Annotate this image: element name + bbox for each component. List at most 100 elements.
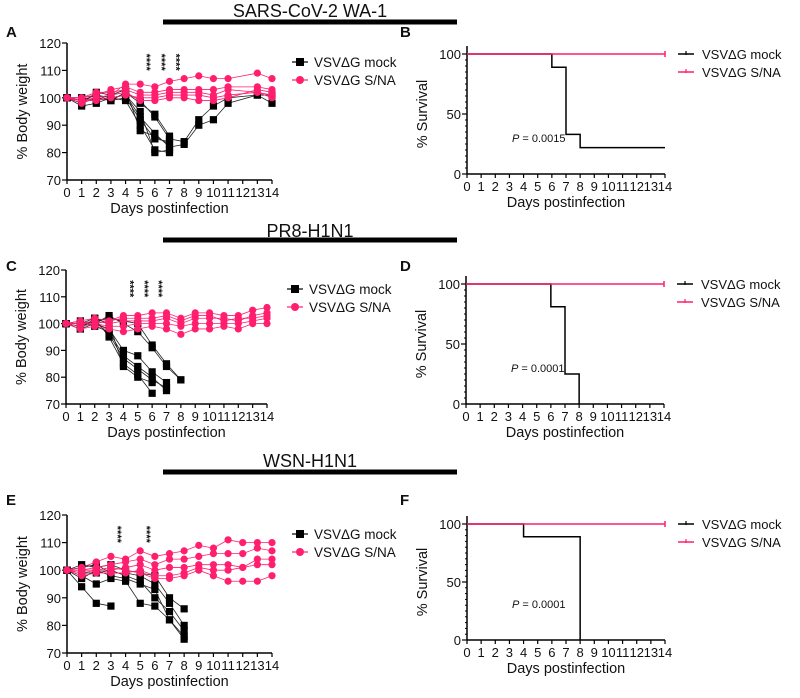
x-tick-label: 12 (629, 645, 643, 660)
x-tick-label: 0 (63, 658, 70, 673)
legend-marker-circle-icon (296, 548, 304, 556)
data-point (148, 322, 156, 330)
legend-marker-circle-icon (296, 76, 304, 84)
x-tick-label: 1 (78, 185, 85, 200)
p-value: = 0.0015 (519, 133, 565, 145)
data-point (151, 566, 159, 574)
data-point (180, 605, 188, 613)
x-tick-label: 3 (105, 409, 112, 424)
x-tick-label: 3 (506, 179, 513, 194)
data-point (165, 138, 174, 146)
data-point (63, 566, 71, 574)
data-point (180, 547, 188, 555)
x-tick-label: 14 (260, 409, 274, 424)
x-tick-label: 4 (122, 658, 129, 673)
data-point (134, 314, 142, 322)
x-tick-label: 0 (463, 645, 470, 660)
data-point (180, 94, 188, 102)
x-tick-label: 4 (519, 409, 526, 424)
series-sna (63, 536, 276, 585)
data-point (92, 599, 100, 607)
y-tick-label: 120 (39, 36, 61, 51)
data-point (195, 96, 203, 105)
data-point (268, 539, 276, 547)
data-point (151, 552, 159, 561)
y-tick-label: 100 (439, 47, 461, 62)
data-point (162, 362, 171, 371)
data-point (162, 378, 171, 387)
significance-stars: **** (170, 54, 182, 72)
legend-label: VSVΔG mock (702, 47, 782, 62)
data-point (148, 368, 156, 376)
x-tick-label: 13 (250, 658, 264, 673)
data-point (136, 555, 144, 563)
x-tick-label: 10 (601, 179, 615, 194)
legend-label: VSVΔG mock (701, 277, 781, 292)
x-tick-label: 9 (591, 179, 598, 194)
legend-marker-square-icon (291, 285, 299, 293)
data-point (177, 322, 185, 330)
x-tick-label: 2 (93, 658, 100, 673)
data-point (121, 85, 130, 94)
series-sna (63, 69, 276, 107)
data-point (180, 88, 188, 96)
data-point (92, 580, 100, 588)
data-point (136, 569, 144, 577)
data-point (78, 572, 86, 580)
legend-marker-square-icon (296, 530, 304, 538)
y-tick-label: 50 (446, 337, 460, 352)
data-point (195, 541, 203, 549)
data-point (134, 373, 142, 381)
x-tick-label: 13 (643, 409, 657, 424)
data-point (180, 563, 188, 572)
data-point (234, 320, 242, 328)
x-tick-label: 0 (62, 409, 69, 424)
x-tick-label: 1 (478, 645, 485, 660)
data-point (134, 325, 142, 333)
x-tick-label: 14 (658, 645, 672, 660)
x-tick-label: 7 (163, 409, 170, 424)
data-point (105, 325, 113, 333)
y-tick-label: 100 (439, 517, 461, 532)
data-point (180, 621, 188, 629)
data-point (151, 149, 159, 157)
data-point (136, 80, 144, 88)
x-tick-label: 14 (265, 185, 279, 200)
x-tick-label: 4 (520, 645, 527, 660)
legend-label: VSVΔG S/NA (702, 535, 781, 550)
data-point (165, 146, 174, 154)
data-point (224, 550, 232, 558)
data-point (165, 550, 174, 558)
x-tick-label: 13 (644, 179, 658, 194)
y-tick-label: 70 (46, 397, 60, 412)
x-tick-label: 9 (195, 185, 202, 200)
x-tick-label: 12 (629, 179, 643, 194)
y-tick-label: 70 (47, 173, 61, 188)
y-tick-label: 90 (46, 343, 60, 358)
data-point (180, 632, 188, 641)
data-point (191, 325, 199, 333)
x-tick-label: 3 (505, 409, 512, 424)
p-value: = 0.0001 (519, 599, 565, 611)
x-axis-label: Days postinfection (110, 201, 228, 217)
legend-label: VSVΔG mock (702, 517, 782, 532)
legend-label: VSVΔG S/NA (309, 300, 391, 315)
data-point (107, 552, 115, 561)
data-point (162, 325, 171, 333)
data-point (220, 317, 228, 325)
data-point (151, 580, 159, 588)
data-point (180, 572, 188, 580)
x-tick-label: 9 (192, 409, 199, 424)
data-point (105, 317, 113, 325)
data-point (136, 121, 144, 129)
data-point (148, 389, 156, 397)
data-point (165, 88, 174, 96)
data-point (107, 569, 115, 577)
data-point (177, 376, 185, 384)
x-axis-label: Days postinfection (107, 425, 225, 441)
data-point (134, 320, 142, 328)
y-tick-label: 50 (447, 107, 461, 122)
x-tick-label: 11 (217, 409, 231, 424)
